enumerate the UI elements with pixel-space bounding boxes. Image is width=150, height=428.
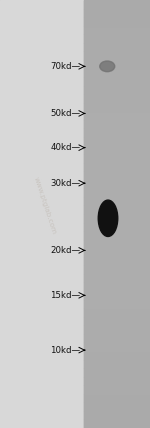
Bar (84, 188, 150, 197)
Bar (84, 68, 150, 77)
Bar (84, 223, 150, 231)
Ellipse shape (98, 200, 118, 236)
Bar (0, 0, 84, 428)
Bar (84, 419, 150, 428)
Bar (84, 0, 150, 428)
Bar (84, 86, 150, 94)
Bar (84, 368, 150, 377)
Bar (84, 334, 150, 342)
Bar (84, 282, 150, 291)
Bar (84, 411, 150, 419)
Bar (84, 146, 150, 154)
Bar (84, 265, 150, 274)
Bar (84, 137, 150, 146)
Bar (84, 26, 150, 34)
Bar (84, 377, 150, 385)
Bar (84, 171, 150, 180)
Text: 50kd—: 50kd— (50, 109, 80, 118)
Bar (84, 0, 150, 9)
Bar (84, 103, 150, 111)
Text: www.ptglab.com: www.ptglab.com (33, 176, 57, 235)
Bar (84, 205, 150, 214)
Bar (84, 248, 150, 257)
Bar (84, 394, 150, 402)
Bar (84, 308, 150, 317)
Bar (84, 128, 150, 137)
Text: 15kd—: 15kd— (50, 291, 80, 300)
Text: 10kd—: 10kd— (50, 345, 80, 355)
Bar (84, 154, 150, 163)
Bar (84, 9, 150, 17)
Bar (84, 214, 150, 223)
Bar (84, 60, 150, 68)
Bar (84, 360, 150, 368)
Bar (84, 34, 150, 43)
Bar (84, 342, 150, 351)
Text: 40kd—: 40kd— (50, 143, 80, 152)
Bar (84, 351, 150, 360)
Bar (84, 163, 150, 171)
Bar (84, 402, 150, 411)
Text: 70kd—: 70kd— (50, 62, 80, 71)
Bar (84, 385, 150, 394)
Bar (84, 180, 150, 188)
Bar (84, 94, 150, 103)
Bar (84, 325, 150, 334)
Text: 20kd—: 20kd— (50, 246, 80, 255)
Bar (84, 291, 150, 300)
Bar (84, 300, 150, 308)
Bar (84, 17, 150, 26)
Ellipse shape (100, 61, 115, 72)
Bar (84, 231, 150, 240)
Bar (84, 51, 150, 60)
Bar (84, 111, 150, 120)
Bar (84, 317, 150, 325)
Text: 30kd—: 30kd— (50, 178, 80, 188)
Bar (84, 240, 150, 248)
Bar (84, 120, 150, 128)
Bar (84, 77, 150, 86)
Bar (84, 274, 150, 282)
Bar (84, 257, 150, 265)
Bar (84, 43, 150, 51)
Bar (84, 197, 150, 205)
